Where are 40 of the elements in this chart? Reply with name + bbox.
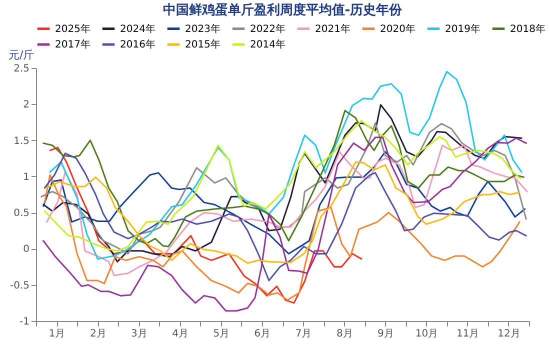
- y-tick-label: 0.5: [14, 208, 30, 220]
- y-tick-label: 1: [23, 172, 30, 183]
- line-series: [49, 146, 362, 304]
- y-tick-label: -0.5: [10, 280, 30, 292]
- legend-label: 2016年: [120, 38, 156, 50]
- legend-label: 2021年: [315, 22, 350, 35]
- x-tick-label: 2月: [90, 328, 106, 340]
- x-tick-label: 3月: [131, 328, 148, 340]
- x-tick-label: 4月: [172, 328, 188, 340]
- line-series: [42, 136, 527, 312]
- legend-label: 2024年: [120, 22, 156, 35]
- y-tick-label: 1.5: [14, 136, 30, 147]
- x-tick-label: 9月: [378, 328, 394, 340]
- legend-label: 2015年: [185, 38, 220, 50]
- legend-label: 2020年: [380, 22, 416, 35]
- y-tick-label: 0: [23, 244, 30, 256]
- legend-label: 2023年: [185, 22, 220, 35]
- y-tick-label: -1: [20, 316, 30, 328]
- chart-title: 中国鲜鸡蛋单斤盈利周度平均值-历史年份: [162, 2, 404, 18]
- legend-label: 2018年: [510, 22, 546, 35]
- legend-label: 2019年: [445, 22, 480, 35]
- line-series: [44, 174, 520, 301]
- x-tick-label: 5月: [213, 328, 230, 340]
- x-tick-label: 7月: [295, 328, 312, 340]
- legend-label: 2022年: [250, 22, 286, 35]
- y-axis-title: 元/斤: [8, 48, 34, 62]
- y-tick-label: 2.5: [14, 64, 30, 74]
- y-tick-label: 2: [23, 100, 30, 111]
- x-tick-label: 10月: [415, 328, 438, 340]
- x-tick-label: 11月: [456, 328, 480, 340]
- line-series: [42, 151, 526, 255]
- x-tick-label: 12月: [498, 328, 520, 340]
- legend-label: 2014年: [250, 38, 286, 50]
- legend-label: 2025年: [55, 22, 90, 35]
- x-tick-label: 6月: [254, 328, 271, 340]
- x-tick-label: 1月: [48, 328, 66, 340]
- x-tick-label: 8月: [336, 328, 353, 340]
- line-series: [49, 70, 522, 260]
- line-series: [46, 161, 520, 264]
- legend-label: 2017年: [55, 38, 90, 50]
